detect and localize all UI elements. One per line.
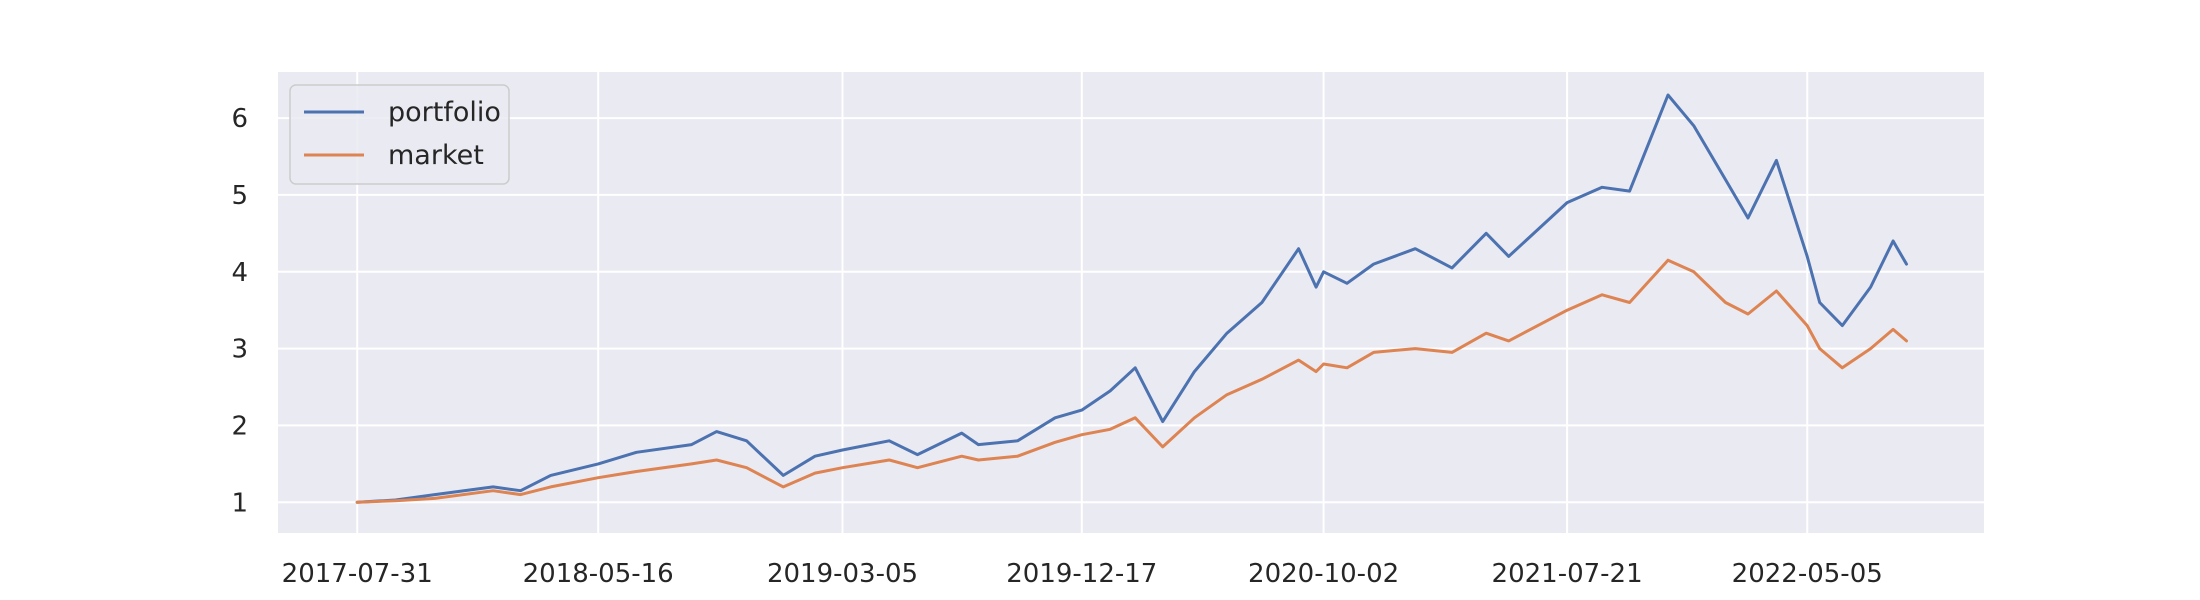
grid-lines bbox=[278, 72, 1984, 533]
x-tick-label: 2021-07-21 bbox=[1492, 559, 1643, 589]
y-tick-label: 1 bbox=[231, 488, 248, 518]
plot-background bbox=[278, 72, 1984, 533]
x-tick-label: 2022-05-05 bbox=[1732, 559, 1883, 589]
legend-box bbox=[289, 84, 510, 185]
y-tick-label: 6 bbox=[231, 104, 248, 134]
y-tick-label: 5 bbox=[231, 181, 248, 211]
y-tick-label: 4 bbox=[231, 258, 248, 288]
tick-labels: 2017-07-31 2018-05-16 2019-03-05 2019-12-17… bbox=[231, 104, 1882, 589]
y-tick-label: 2 bbox=[231, 411, 248, 441]
x-tick-label: 2018-05-16 bbox=[523, 559, 674, 589]
legend-label-portfolio: portfolio bbox=[388, 97, 501, 128]
series-line-market bbox=[355, 258, 1908, 504]
x-tick-label: 2019-12-17 bbox=[1006, 559, 1157, 589]
series-lines bbox=[355, 93, 1908, 504]
x-tick-label: 2017-07-31 bbox=[282, 559, 433, 589]
legend-label-market: market bbox=[388, 140, 484, 171]
x-tick-label: 2019-03-05 bbox=[767, 559, 918, 589]
series-line-portfolio bbox=[355, 93, 1908, 504]
y-tick-label: 3 bbox=[231, 335, 248, 365]
legend: portfolio market bbox=[289, 84, 510, 185]
x-tick-label: 2020-10-02 bbox=[1248, 559, 1399, 589]
